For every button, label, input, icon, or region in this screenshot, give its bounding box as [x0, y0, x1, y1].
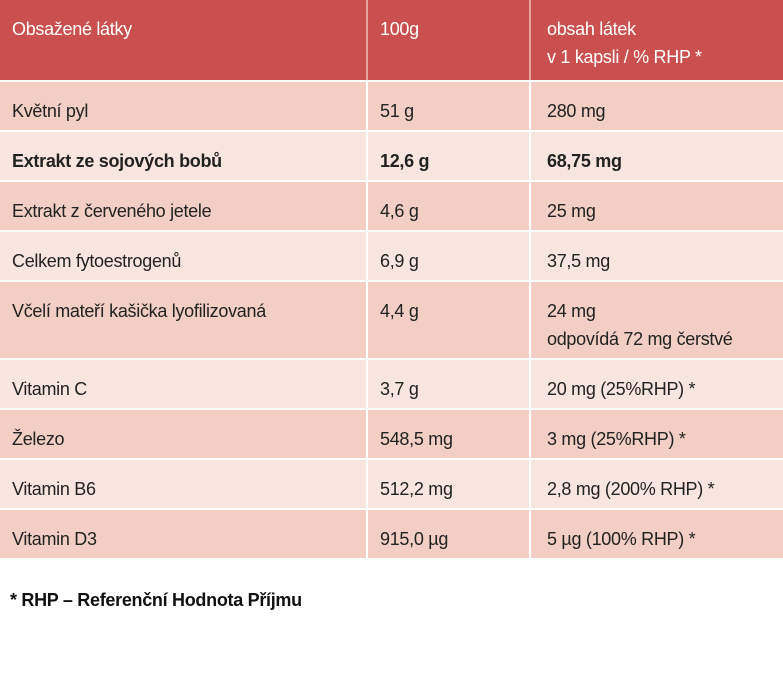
cell-text: 512,2 mg [380, 479, 453, 499]
cell-text: 37,5 mg [547, 251, 610, 271]
cell-text: 6,9 g [380, 251, 419, 271]
column-separator [529, 410, 531, 458]
table-cell: Vitamin B6 [0, 460, 366, 508]
cell-text: 915,0 µg [380, 529, 449, 549]
table-cell: 4,6 g [368, 182, 529, 230]
table-cell: 24 mg odpovídá 72 mg čerstvé [531, 282, 783, 358]
cell-text: 51 g [380, 101, 414, 121]
column-separator [366, 510, 368, 558]
cell-text: 3,7 g [380, 379, 419, 399]
cell-text: 25 mg [547, 201, 596, 221]
column-separator [366, 282, 368, 358]
cell-text: Vitamin D3 [12, 529, 97, 549]
table-row: Extrakt ze sojových bobů 12,6 g 68,75 mg [0, 132, 783, 180]
table-cell: Extrakt ze sojových bobů [0, 132, 366, 180]
cell-text: 5 µg (100% RHP) * [547, 529, 696, 549]
cell-text: 20 mg (25%RHP) * [547, 379, 696, 399]
table-cell: Včelí mateří kašička lyofilizovaná [0, 282, 366, 358]
header-row: Obsažené látky 100g obsah látek v 1 kapsli … [0, 0, 783, 80]
cell-text: Extrakt ze sojových bobů [12, 151, 222, 171]
table-cell: 51 g [368, 82, 529, 130]
table-cell: 548,5 mg [368, 410, 529, 458]
cell-text: Obsažené látky [12, 19, 132, 39]
column-separator [366, 82, 368, 130]
table-cell: 4,4 g [368, 282, 529, 358]
cell-text: Včelí mateří kašička lyofilizovaná [12, 301, 266, 321]
table-cell: 20 mg (25%RHP) * [531, 360, 783, 408]
cell-text: 548,5 mg [380, 429, 453, 449]
table-cell: 280 mg [531, 82, 783, 130]
cell-text: 100g [380, 19, 419, 39]
table-cell: Vitamin C [0, 360, 366, 408]
cell-text: 4,6 g [380, 201, 419, 221]
table-cell: 5 µg (100% RHP) * [531, 510, 783, 558]
cell-text: 2,8 mg (200% RHP) * [547, 479, 715, 499]
table-cell: 68,75 mg [531, 132, 783, 180]
cell-text: Vitamin B6 [12, 479, 96, 499]
table-row: Celkem fytoestrogenů 6,9 g 37,5 mg [0, 232, 783, 280]
table-row: Včelí mateří kašička lyofilizovaná 4,4 g 2… [0, 282, 783, 358]
cell-text: v 1 kapsli / % RHP * [547, 47, 702, 67]
column-separator [366, 182, 368, 230]
table-row: Květní pyl 51 g 280 mg [0, 82, 783, 130]
column-separator [529, 182, 531, 230]
column-separator [366, 460, 368, 508]
table-row: Vitamin D3 915,0 µg 5 µg (100% RHP) * [0, 510, 783, 558]
table-cell: Květní pyl [0, 82, 366, 130]
cell-text: 3 mg (25%RHP) * [547, 429, 686, 449]
table-row: Extrakt z červeného jetele 4,6 g 25 mg [0, 182, 783, 230]
column-separator [366, 410, 368, 458]
table-row: Vitamin B6 512,2 mg 2,8 mg (200% RHP) * [0, 460, 783, 508]
cell-text: Celkem fytoestrogenů [12, 251, 182, 271]
cell-text: 4,4 g [380, 301, 419, 321]
table-cell: obsah látek v 1 kapsli / % RHP * [531, 0, 783, 80]
table-cell: Železo [0, 410, 366, 458]
cell-text: 12,6 g [380, 151, 430, 171]
table-cell: 6,9 g [368, 232, 529, 280]
cell-text: 280 mg [547, 101, 606, 121]
table-cell: 512,2 mg [368, 460, 529, 508]
table-cell: Celkem fytoestrogenů [0, 232, 366, 280]
column-separator [529, 0, 531, 80]
table-cell: Vitamin D3 [0, 510, 366, 558]
table-cell: 37,5 mg [531, 232, 783, 280]
cell-text: Vitamin C [12, 379, 87, 399]
column-separator [529, 232, 531, 280]
table-cell: 25 mg [531, 182, 783, 230]
column-separator [366, 232, 368, 280]
column-separator [366, 360, 368, 408]
column-separator [529, 360, 531, 408]
column-separator [529, 460, 531, 508]
cell-text: 68,75 mg [547, 151, 622, 171]
column-separator [529, 82, 531, 130]
column-separator [529, 282, 531, 358]
column-separator [529, 132, 531, 180]
column-separator [366, 132, 368, 180]
table-cell: 915,0 µg [368, 510, 529, 558]
cell-text: 24 mg [547, 301, 596, 321]
cell-text: Květní pyl [12, 101, 89, 121]
cell-text: Extrakt z červeného jetele [12, 201, 212, 221]
table-cell: 2,8 mg (200% RHP) * [531, 460, 783, 508]
table-row: Železo 548,5 mg 3 mg (25%RHP) * [0, 410, 783, 458]
footnote: * RHP – Referenční Hodnota Příjmu [10, 590, 302, 610]
table-cell: 3 mg (25%RHP) * [531, 410, 783, 458]
table-cell: Obsažené látky [0, 0, 366, 80]
column-separator [366, 0, 368, 80]
table-row: Vitamin C 3,7 g 20 mg (25%RHP) * [0, 360, 783, 408]
table-cell: 12,6 g [368, 132, 529, 180]
column-separator [529, 510, 531, 558]
cell-text: odpovídá 72 mg čerstvé [547, 329, 733, 349]
cell-text: Železo [12, 429, 65, 449]
table-cell: 100g [368, 0, 529, 80]
cell-text: obsah látek [547, 19, 636, 39]
table-cell: Extrakt z červeného jetele [0, 182, 366, 230]
table-cell: 3,7 g [368, 360, 529, 408]
